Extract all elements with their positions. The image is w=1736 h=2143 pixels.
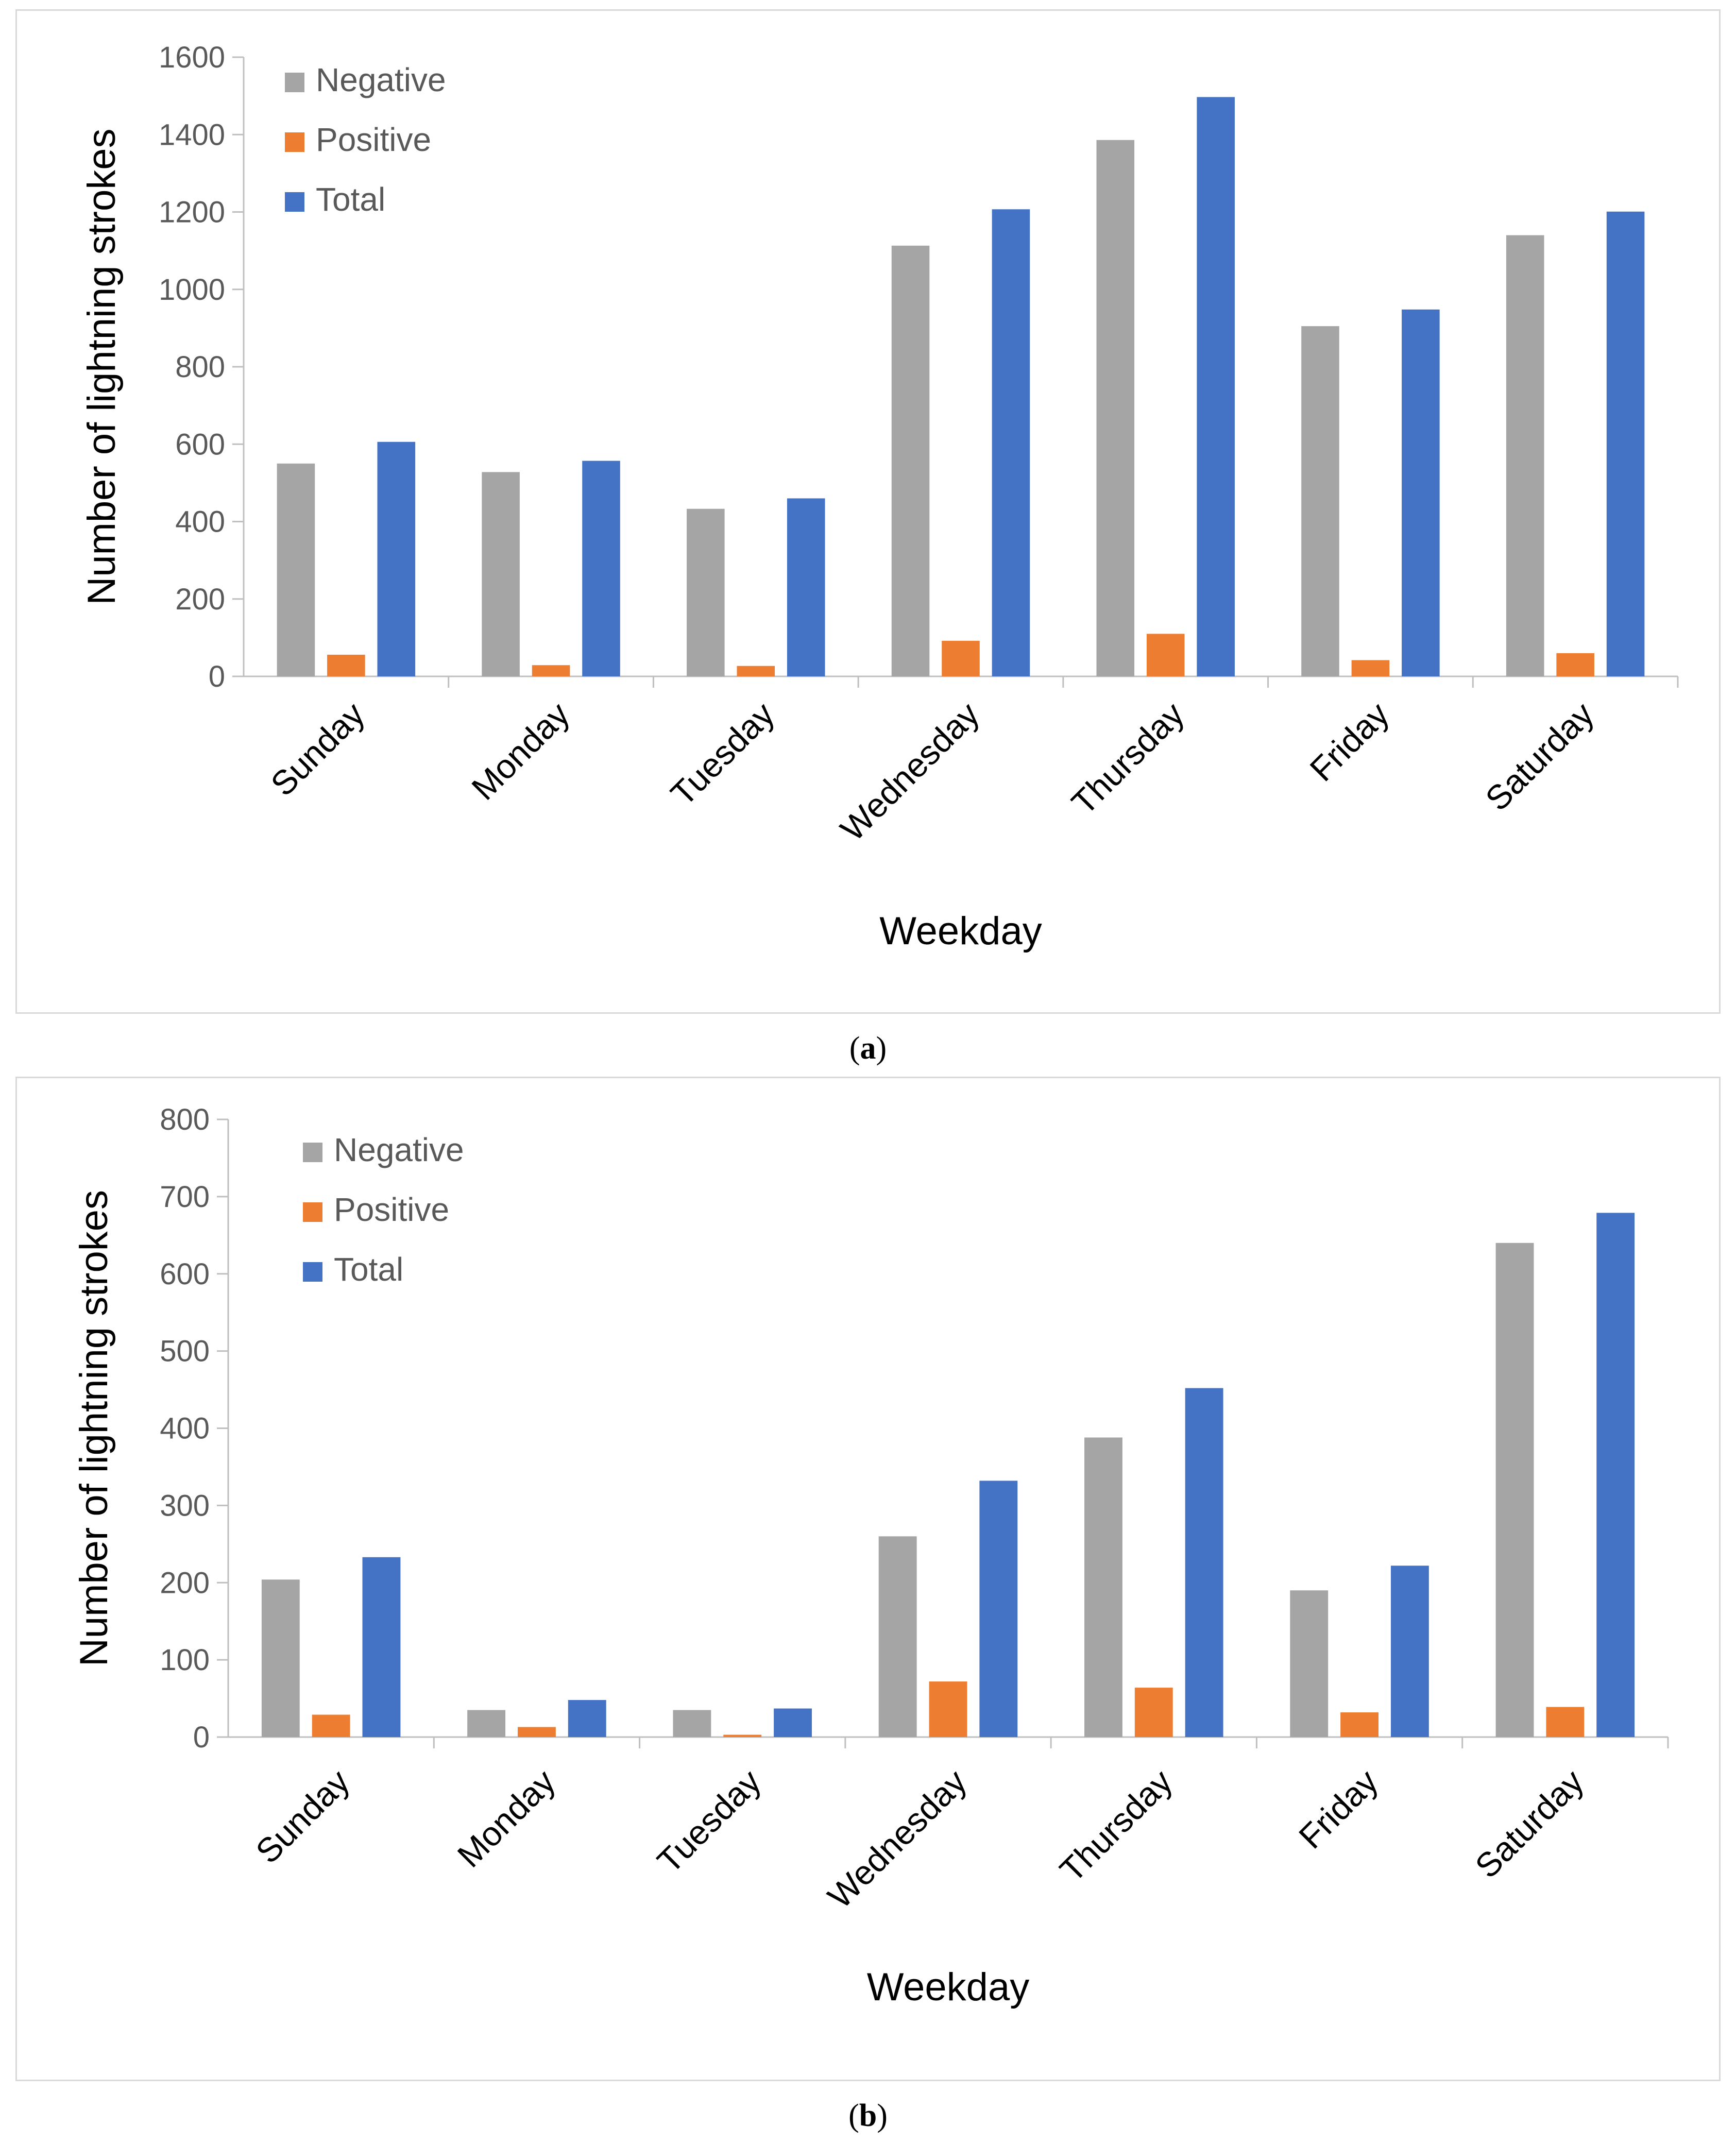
bar-negative-tuesday <box>687 508 725 676</box>
y-tick-label: 0 <box>209 660 225 693</box>
y-tick-label: 1000 <box>159 273 225 307</box>
bar-positive-thursday <box>1134 1688 1173 1737</box>
x-tick-label-saturday: Saturday <box>1468 1762 1591 1885</box>
caption-a: (a) <box>849 1031 887 1066</box>
bar-total-wednesday <box>992 209 1030 677</box>
x-tick-label-thursday: Thursday <box>1064 695 1192 822</box>
x-tick-label-saturday: Saturday <box>1478 695 1601 818</box>
x-tick-label-monday: Monday <box>450 1762 562 1875</box>
x-tick-label-sunday: Sunday <box>263 695 372 804</box>
y-axis-title: Number of lightning strokes <box>80 128 124 605</box>
bar-negative-friday <box>1301 326 1339 676</box>
x-tick-label-wednesday: Wednesday <box>833 695 986 848</box>
bar-total-sunday <box>377 441 416 676</box>
chart-panel-b: 0 100 200 300 400 500 600 700 800 Sunday Monday Tue… <box>15 1077 1721 2081</box>
legend-label-negative: Negative <box>316 61 446 98</box>
x-tick-label-sunday: Sunday <box>248 1762 357 1871</box>
legend-swatch-positive <box>303 1202 322 1222</box>
y-tick-label: 300 <box>160 1489 210 1522</box>
legend-label-total: Total <box>316 181 385 218</box>
bar-total-tuesday <box>787 498 825 676</box>
x-tick-label-thursday: Thursday <box>1052 1762 1180 1890</box>
y-tick-label: 600 <box>175 428 225 461</box>
legend-swatch-negative <box>303 1143 322 1162</box>
y-tick-label: 200 <box>160 1566 210 1600</box>
bar-negative-monday <box>482 472 520 676</box>
x-tick-label-tuesday: Tuesday <box>650 1762 769 1881</box>
bar-total-friday <box>1390 1566 1429 1737</box>
bar-positive-sunday <box>327 654 365 676</box>
bar-positive-friday <box>1351 660 1390 676</box>
y-tick-label: 800 <box>160 1103 210 1136</box>
y-tick-label: 400 <box>160 1412 210 1445</box>
bar-negative-saturday <box>1506 235 1544 676</box>
y-tick-label: 800 <box>175 350 225 384</box>
bar-positive-sunday <box>312 1714 350 1737</box>
y-tick-label: 500 <box>160 1335 210 1368</box>
bar-total-tuesday <box>774 1708 812 1737</box>
caption-b-label: b <box>859 2098 877 2133</box>
x-axis-title: Weekday <box>867 1965 1029 2009</box>
legend-swatch-total <box>285 192 304 212</box>
bar-positive-thursday <box>1146 634 1185 676</box>
bar-positive-monday <box>532 665 570 676</box>
legend-swatch-negative <box>285 73 304 92</box>
bar-negative-thursday <box>1096 140 1135 676</box>
bar-positive-saturday <box>1556 653 1594 676</box>
x-tick-label-tuesday: Tuesday <box>663 695 782 813</box>
bar-negative-monday <box>467 1710 506 1737</box>
bar-negative-wednesday <box>878 1536 917 1737</box>
bar-positive-tuesday <box>723 1734 762 1737</box>
y-axis-title: Number of lightning strokes <box>72 1190 116 1666</box>
bar-negative-sunday <box>277 463 315 676</box>
bar-negative-wednesday <box>891 245 930 676</box>
chart-a-svg: 0 200 400 600 800 1000 1200 1400 1600 Sunday Monda… <box>80 41 1679 953</box>
chart-b-svg: 0 100 200 300 400 500 600 700 800 Sunday Monday Tue… <box>72 1103 1669 2009</box>
caption-b: (b) <box>848 2098 888 2133</box>
x-tick-label-friday: Friday <box>1291 1762 1385 1856</box>
bar-total-thursday <box>1185 1388 1223 1737</box>
bar-positive-friday <box>1340 1712 1379 1737</box>
legend-label-positive: Positive <box>316 121 431 158</box>
y-tick-label: 700 <box>160 1180 210 1214</box>
bar-total-saturday <box>1596 1213 1635 1737</box>
legend-label-total: Total <box>334 1251 403 1288</box>
bar-negative-sunday <box>261 1579 300 1737</box>
x-tick-label-friday: Friday <box>1302 695 1396 789</box>
x-tick-label-wednesday: Wednesday <box>820 1762 974 1916</box>
bar-total-monday <box>582 461 620 676</box>
y-tick-label: 1200 <box>159 196 225 229</box>
y-tick-label: 0 <box>193 1721 210 1754</box>
x-tick-label-monday: Monday <box>464 695 576 807</box>
bar-positive-monday <box>517 1727 556 1737</box>
bar-total-saturday <box>1606 211 1645 676</box>
legend-swatch-positive <box>285 132 304 152</box>
bar-positive-tuesday <box>737 666 775 676</box>
y-tick-label: 1600 <box>159 41 225 74</box>
bar-negative-tuesday <box>673 1710 711 1737</box>
legend-label-negative: Negative <box>334 1131 464 1168</box>
caption-a-label: a <box>860 1031 876 1066</box>
legend-swatch-total <box>303 1262 322 1282</box>
bar-total-monday <box>568 1700 606 1737</box>
y-tick-label: 600 <box>160 1257 210 1291</box>
bar-total-sunday <box>362 1557 401 1737</box>
bar-total-wednesday <box>979 1481 1018 1737</box>
y-tick-label: 100 <box>160 1643 210 1677</box>
bar-negative-friday <box>1290 1590 1329 1737</box>
bar-positive-wednesday <box>929 1681 967 1737</box>
y-tick-label: 200 <box>175 583 225 616</box>
bar-positive-saturday <box>1546 1707 1585 1737</box>
y-tick-label: 400 <box>175 505 225 539</box>
bar-negative-thursday <box>1084 1437 1122 1737</box>
bar-total-friday <box>1402 309 1440 676</box>
x-axis-title: Weekday <box>879 909 1042 953</box>
legend-label-positive: Positive <box>334 1191 449 1228</box>
bar-positive-wednesday <box>942 640 980 676</box>
bar-negative-saturday <box>1495 1243 1534 1737</box>
chart-panel-a: 0 200 400 600 800 1000 1200 1400 1600 Sunday Monda… <box>15 9 1721 1014</box>
y-tick-label: 1400 <box>159 118 225 151</box>
bar-total-thursday <box>1197 97 1235 676</box>
